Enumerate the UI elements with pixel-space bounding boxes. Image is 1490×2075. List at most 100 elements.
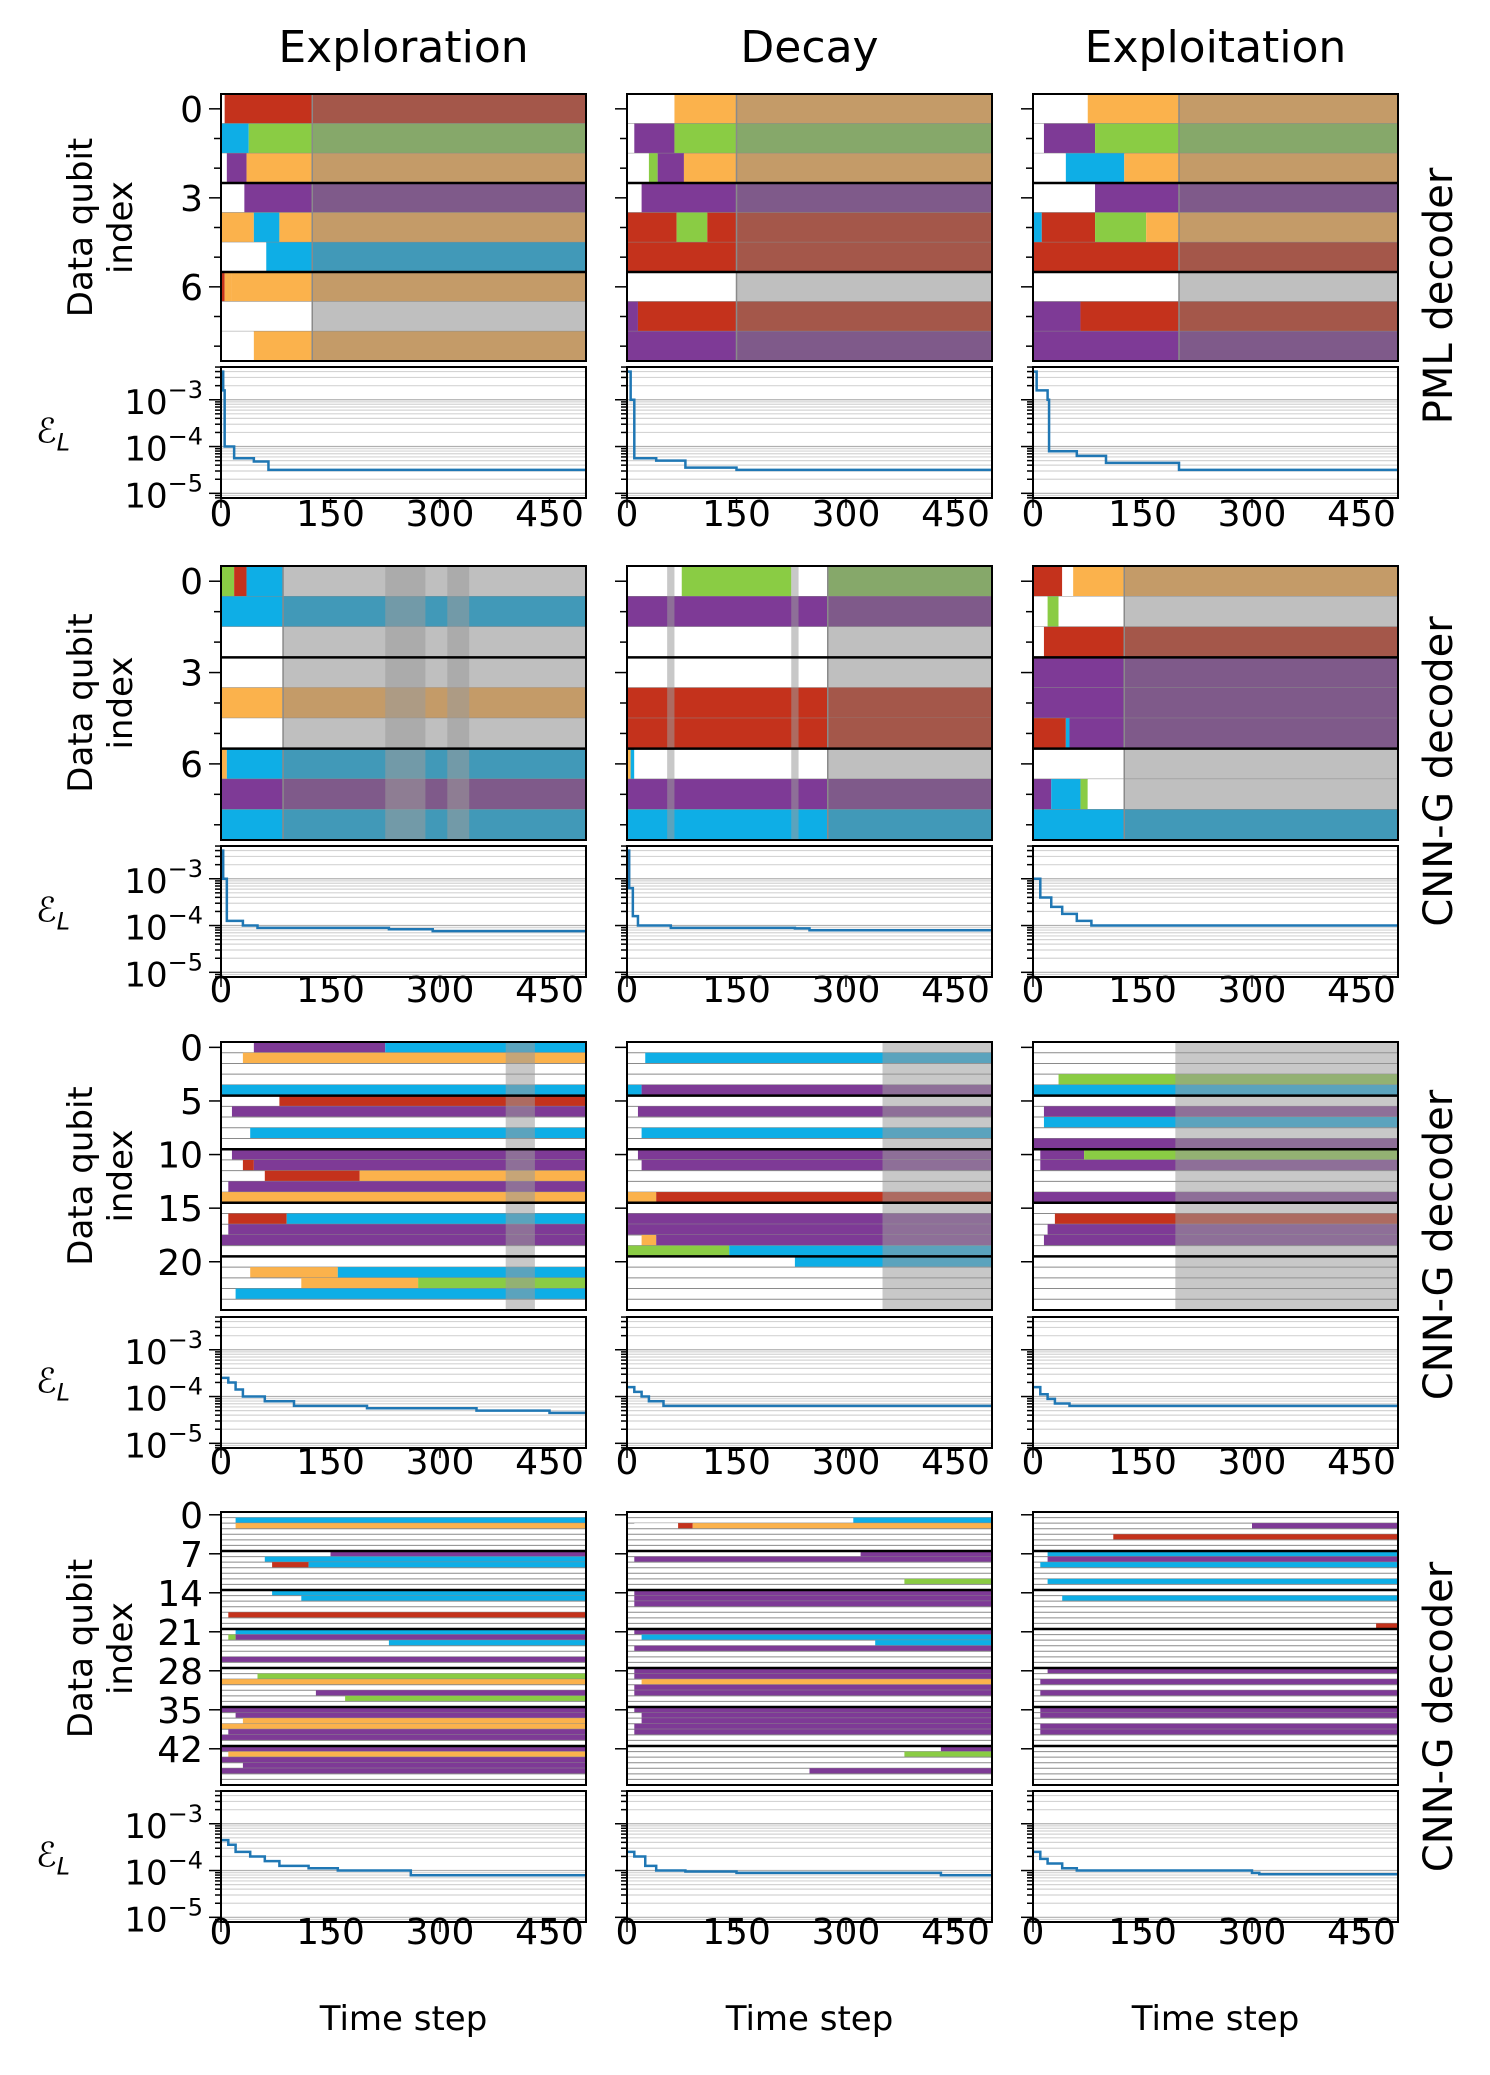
converged-segment: [827, 748, 992, 780]
error-tick-label: 10−4: [124, 423, 203, 470]
panel-decay: 0 150 300 450: [615, 565, 993, 1011]
x-tick-label: 450: [921, 1442, 990, 1483]
error-curve: [1033, 1385, 1398, 1408]
panel-exploitation: 0 150 300 450: [1021, 565, 1399, 1011]
converged-segment: [1179, 242, 1398, 272]
x-tick-label: 300: [812, 970, 881, 1011]
error-frame: [1032, 366, 1399, 499]
converged-segment: [736, 331, 992, 361]
qubit-segment: [1073, 566, 1125, 597]
qubit-segment: [1252, 1523, 1398, 1529]
column-title-exploitation: Exploitation: [1085, 22, 1347, 73]
converged-segment: [1124, 748, 1398, 780]
qubit-segment: [634, 1690, 992, 1696]
qubit-segment: [634, 1629, 992, 1635]
qubit-segment: [246, 566, 284, 597]
qubit-segment: [244, 183, 313, 213]
x-tick-label: 0: [210, 970, 233, 1011]
qubit-segment: [235, 1712, 586, 1719]
qubit-segment: [674, 123, 737, 154]
x-tick-label: 150: [702, 970, 771, 1011]
qubit-segment: [1033, 687, 1125, 719]
qubit-segment: [221, 657, 284, 688]
qubit-segment: [250, 1127, 586, 1139]
qubit-segment: [221, 301, 313, 332]
qubit-segment: [1041, 212, 1096, 243]
qubit-segment: [641, 1159, 992, 1171]
qubit-segment: [634, 1684, 992, 1691]
qubit-segment: [637, 1149, 992, 1160]
x-tick-label: 150: [1108, 494, 1177, 535]
qubit-tick-label: 42: [157, 1730, 203, 1771]
qubit-segment: [248, 123, 313, 154]
qubit-segment: [1033, 94, 1088, 124]
qubit-segment: [221, 1757, 586, 1763]
qubit-segment: [627, 748, 631, 780]
converged-segment: [312, 301, 586, 332]
error-tick-label: 10−3: [124, 376, 203, 423]
qubit-segment: [235, 1288, 586, 1300]
error-curve: [1033, 1850, 1398, 1876]
error-frame: [220, 366, 587, 499]
qubit-tick-label: 14: [157, 1574, 203, 1615]
converged-segment: [283, 779, 586, 810]
x-tick-label: 450: [921, 970, 990, 1011]
qubit-segment: [634, 1590, 992, 1596]
converged-segment: [312, 123, 586, 154]
converged-segment: [283, 687, 586, 719]
qubit-segment: [330, 1551, 586, 1557]
converged-segment: [1124, 566, 1398, 597]
qubit-axis-label: Data qubitindex: [61, 138, 141, 317]
converged-segment: [312, 212, 586, 243]
converged-segment: [312, 183, 586, 213]
qubit-segment: [1033, 566, 1063, 597]
row-label-decoder: CNN-G decoder: [1416, 1089, 1462, 1400]
qubit-segment: [1065, 153, 1125, 183]
qubit-segment: [1033, 153, 1066, 183]
qubit-segment: [681, 566, 792, 597]
qubit-segment: [674, 94, 737, 124]
x-axis-label: Time step: [319, 1999, 488, 2039]
converged-segment: [283, 566, 586, 597]
qubit-segment: [627, 301, 638, 332]
x-tick-label: 150: [1108, 1912, 1177, 1953]
timeline-frame: [220, 1511, 587, 1786]
converged-segment: [1179, 183, 1398, 213]
qubit-segment: [286, 1213, 586, 1225]
qubit-segment: [224, 272, 232, 302]
qubit-segment: [1047, 596, 1059, 627]
converged-segment: [312, 331, 586, 361]
qubit-segment: [634, 123, 675, 154]
qubit-segment: [634, 1595, 992, 1602]
qubit-segment: [221, 1656, 586, 1663]
qubit-segment: [221, 1234, 586, 1246]
qubit-segment: [235, 1629, 586, 1635]
qubit-segment: [221, 1723, 586, 1730]
error-tick-label: 10−5: [124, 1893, 203, 1940]
column-title-decay: Decay: [740, 22, 878, 73]
qubit-tick-label: 3: [180, 179, 203, 220]
qubit-segment: [221, 123, 249, 154]
converged-segment: [827, 779, 992, 810]
converged-segment: [283, 596, 586, 627]
x-tick-label: 300: [812, 1912, 881, 1953]
qubit-segment: [253, 1159, 586, 1171]
x-tick-label: 0: [616, 494, 639, 535]
qubit-segment: [641, 1712, 992, 1719]
qubit-tick-label: 0: [180, 1496, 203, 1537]
qubit-segment: [224, 94, 313, 124]
qubit-segment: [1047, 1668, 1398, 1674]
qubit-segment: [1095, 212, 1147, 243]
error-axis-label: ℰL: [36, 1836, 70, 1881]
qubit-segment: [627, 331, 737, 361]
qubit-segment: [657, 153, 684, 183]
qubit-segment: [235, 1634, 586, 1641]
converged-segment: [1124, 718, 1398, 749]
x-tick-label: 300: [1218, 494, 1287, 535]
qubit-segment: [683, 153, 737, 183]
qubit-segment: [250, 1267, 338, 1278]
qubit-segment: [1033, 779, 1052, 810]
